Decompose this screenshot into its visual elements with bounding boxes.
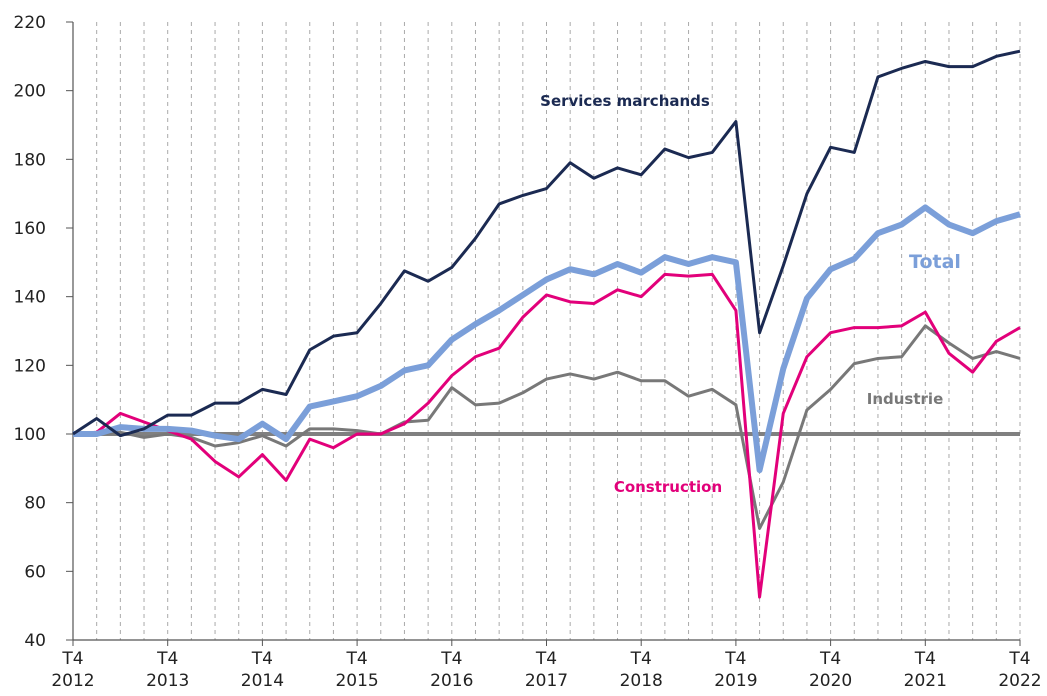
x-tick-label: T4 2015 <box>335 649 378 691</box>
x-tick-label: T4 2019 <box>714 649 757 691</box>
series-label: Construction <box>614 478 722 496</box>
x-tick-label: T4 2021 <box>904 649 947 691</box>
y-tick-label: 120 <box>14 356 46 376</box>
series-line <box>73 204 1021 474</box>
y-tick-label: 80 <box>24 494 46 514</box>
x-tick-label: T4 2020 <box>809 649 852 691</box>
x-tick-label: T4 2013 <box>146 649 189 691</box>
x-tick-label: T4 2017 <box>525 649 568 691</box>
series-line <box>73 324 1021 530</box>
x-tick-label: T4 2014 <box>241 649 284 691</box>
x-tick-label: T4 2012 <box>51 649 94 691</box>
y-tick-label: 100 <box>14 425 46 445</box>
series-line <box>72 272 1021 599</box>
x-tick-label: T4 2016 <box>430 649 473 691</box>
y-tick-label: 60 <box>24 562 46 582</box>
y-tick-label: 180 <box>14 150 46 170</box>
x-tick-label: T4 2018 <box>620 649 663 691</box>
y-tick-label: 220 <box>14 13 46 33</box>
series-label: Total <box>909 251 961 273</box>
y-tick-label: 200 <box>14 82 46 102</box>
y-tick-label: 140 <box>14 288 46 308</box>
series-label: Services marchands <box>540 92 710 110</box>
series-label: Industrie <box>867 390 944 408</box>
series-line <box>72 49 1021 438</box>
x-tick-label: T4 2022 <box>998 649 1041 691</box>
y-tick-label: 160 <box>14 219 46 239</box>
y-tick-label: 40 <box>24 631 46 651</box>
